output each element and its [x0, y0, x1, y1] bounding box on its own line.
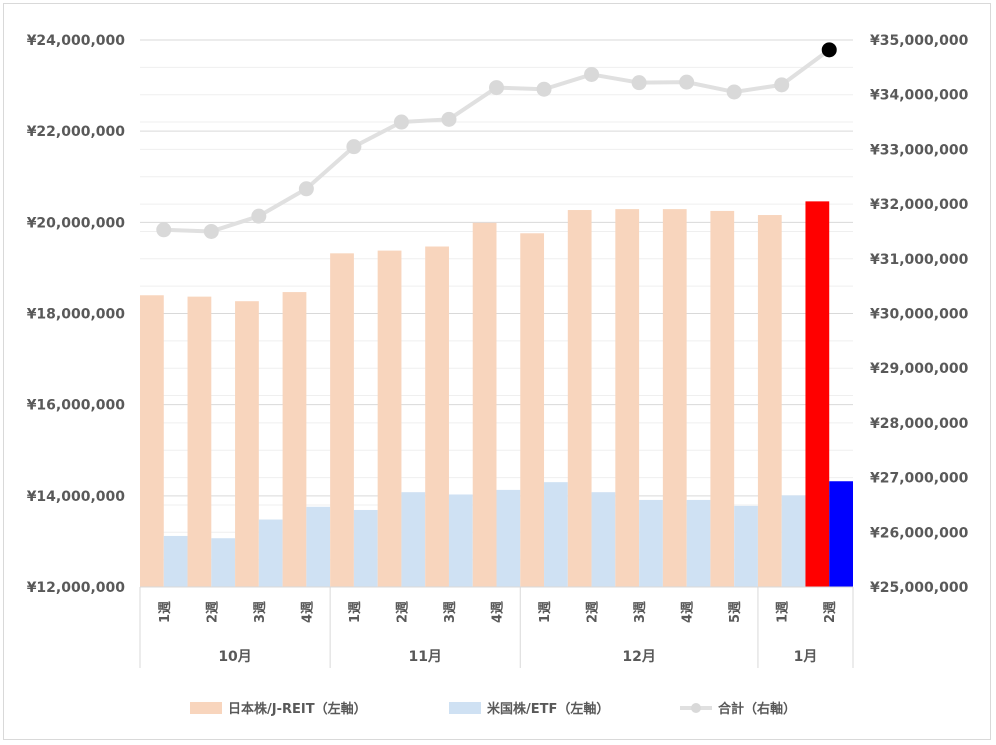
week-label: 4週 [300, 601, 315, 623]
right-tick-label: ¥26,000,000 [870, 525, 969, 541]
bar-japan-stocks [235, 301, 259, 587]
left-tick-label: ¥22,000,000 [27, 124, 126, 140]
left-tick-label: ¥20,000,000 [27, 215, 126, 231]
axes: ¥12,000,000 ¥14,000,000 ¥16,000,000 ¥18,000… [27, 33, 969, 668]
bar-japan-stocks [757, 215, 782, 588]
month-label: 11月 [408, 649, 441, 665]
week-label: 1週 [538, 601, 553, 623]
week-label: 4週 [681, 601, 696, 623]
line-series [156, 42, 837, 239]
total-point [346, 139, 362, 155]
right-tick-label: ¥33,000,000 [870, 142, 969, 158]
bar-japan-stocks [520, 233, 545, 588]
left-tick-label: ¥12,000,000 [27, 580, 126, 596]
bar-us-stocks [639, 499, 663, 587]
legend-label-us: 米国株/ETF（左軸） [487, 701, 609, 717]
left-tick-label: ¥18,000,000 [27, 307, 126, 323]
bar-japan-stocks [805, 201, 830, 588]
bar-japan-stocks [140, 295, 164, 587]
total-point [298, 181, 314, 197]
week-label: 1週 [776, 601, 791, 623]
legend: 日本株/J-REIT（左軸） 米国株/ETF（左軸） 合計（右軸） [190, 701, 796, 717]
bar-us-stocks [781, 495, 806, 587]
bar-japan-stocks [472, 222, 497, 587]
bar-us-stocks [353, 509, 378, 587]
bar-japan-stocks [330, 253, 354, 587]
month-label: 10月 [218, 649, 251, 665]
bar-us-stocks [686, 499, 711, 587]
total-point [774, 77, 790, 93]
legend-marker-total [691, 703, 701, 713]
bar-us-stocks [448, 494, 473, 587]
right-tick-label: ¥32,000,000 [870, 197, 969, 213]
bar-us-stocks [163, 535, 188, 587]
total-point [679, 74, 695, 90]
bar-us-stocks [401, 492, 426, 587]
total-point [156, 222, 172, 238]
bar-japan-stocks [425, 246, 449, 587]
legend-label-total: 合計（右軸） [718, 701, 796, 717]
bar-japan-stocks [187, 296, 212, 587]
right-tick-label: ¥25,000,000 [870, 580, 969, 596]
total-point [393, 114, 409, 130]
left-tick-label: ¥14,000,000 [27, 489, 126, 505]
left-tick-label: ¥24,000,000 [27, 33, 126, 49]
total-point [631, 75, 647, 91]
bar-us-stocks [306, 506, 331, 587]
week-label: 3週 [443, 601, 458, 623]
total-point [203, 223, 219, 239]
left-tick-label: ¥16,000,000 [27, 398, 126, 414]
bars [140, 201, 853, 588]
week-label: 2週 [395, 601, 410, 623]
bar-japan-stocks [567, 210, 592, 588]
total-point [441, 111, 457, 127]
bar-us-stocks [734, 505, 758, 587]
week-label: 2週 [586, 601, 601, 623]
total-point [584, 66, 600, 82]
bar-japan-stocks [282, 292, 307, 587]
chart: ¥12,000,000 ¥14,000,000 ¥16,000,000 ¥18,000… [27, 33, 969, 717]
week-label: 1週 [348, 601, 363, 623]
right-tick-label: ¥29,000,000 [870, 361, 969, 377]
bar-us-stocks [591, 492, 616, 587]
right-tick-label: ¥28,000,000 [870, 416, 969, 432]
right-tick-label: ¥27,000,000 [870, 471, 969, 487]
week-label: 2週 [823, 601, 838, 623]
week-label: 3週 [633, 601, 648, 623]
bar-us-stocks [211, 538, 236, 587]
month-label: 1月 [794, 649, 818, 665]
month-label: 12月 [622, 649, 655, 665]
bar-us-stocks [258, 519, 283, 587]
bar-us-stocks [829, 481, 853, 587]
bar-us-stocks [496, 489, 521, 587]
total-point [251, 208, 267, 224]
bar-japan-stocks [377, 250, 402, 587]
legend-label-japan: 日本株/J-REIT（左軸） [228, 701, 367, 717]
total-point [726, 84, 742, 100]
right-tick-label: ¥31,000,000 [870, 252, 969, 268]
right-tick-label: ¥34,000,000 [870, 88, 969, 104]
chart-frame: ¥12,000,000 ¥14,000,000 ¥16,000,000 ¥18,000… [3, 3, 991, 740]
right-tick-label: ¥30,000,000 [870, 307, 969, 323]
total-point [536, 81, 552, 97]
bar-japan-stocks [615, 209, 640, 587]
bar-japan-stocks [662, 209, 687, 587]
week-label: 1週 [158, 601, 173, 623]
bar-us-stocks [544, 482, 568, 587]
legend-swatch-us [449, 702, 481, 714]
legend-swatch-japan [190, 702, 222, 714]
week-label: 3週 [253, 601, 268, 623]
right-tick-label: ¥35,000,000 [870, 33, 969, 49]
week-label: 2週 [205, 601, 220, 623]
week-label: 4週 [491, 601, 506, 623]
total-point [821, 42, 837, 58]
bar-japan-stocks [710, 210, 735, 587]
week-label: 5週 [728, 601, 743, 623]
total-point [489, 80, 504, 96]
